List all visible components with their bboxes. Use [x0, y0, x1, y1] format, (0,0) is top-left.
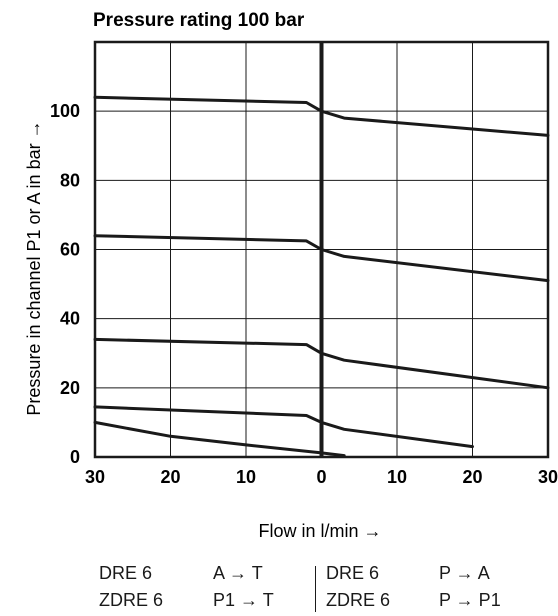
legend-right-flow-2: P → P1	[439, 590, 501, 610]
x-tick-label: 10	[387, 467, 407, 487]
y-axis-label: Pressure in channel P1 or A in bar →	[24, 120, 44, 415]
y-axis-ticks: 0 20 40 60 80 100	[50, 101, 80, 467]
legend-left-flow-2: P1 → T	[213, 590, 274, 610]
legend-left-flow-1: A → T	[213, 563, 263, 583]
y-tick-label: 40	[60, 309, 80, 329]
y-tick-label: 0	[70, 447, 80, 467]
x-tick-label: 30	[538, 467, 558, 487]
legend-left-model-1: DRE 6	[99, 563, 153, 583]
chart-title: Pressure rating 100 bar	[93, 10, 305, 31]
y-tick-label: 20	[60, 378, 80, 398]
legend-right-model-2: ZDRE 6	[326, 590, 391, 610]
x-tick-label: 30	[85, 467, 105, 487]
legend-right-flow-1: P → A	[439, 563, 490, 583]
x-axis-ticks: 30 20 10 0 10 20 30	[85, 467, 558, 487]
x-tick-label: 10	[236, 467, 256, 487]
legend-right-model-1: DRE 6	[326, 563, 380, 583]
x-axis-label: Flow in l/min →	[258, 521, 381, 541]
series-line	[93, 420, 346, 458]
x-tick-label: 20	[160, 467, 180, 487]
x-tick-label: 0	[316, 467, 326, 487]
y-tick-label: 80	[60, 170, 80, 190]
series-line	[93, 405, 474, 449]
legend-divider	[315, 566, 316, 612]
legend-left-model-2: ZDRE 6	[99, 590, 164, 610]
y-tick-label: 60	[60, 240, 80, 260]
y-tick-label: 100	[50, 101, 80, 121]
x-tick-label: 20	[462, 467, 482, 487]
